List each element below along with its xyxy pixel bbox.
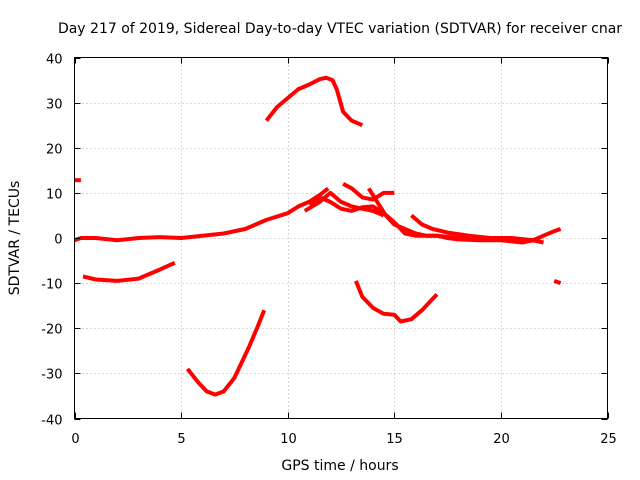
y-tick-label: 30: [46, 98, 63, 113]
y-tick-label: 10: [46, 188, 63, 203]
y-tick-label: 0: [54, 233, 62, 248]
series-line-pass-f: [303, 190, 385, 218]
x-tick-label: 0: [71, 432, 79, 447]
y-tick-label: -30: [41, 368, 62, 383]
x-tick-label: 25: [600, 432, 617, 447]
y-tick-label: -10: [41, 278, 62, 293]
ticks: 0 5 10 15 20 25 -40 -30 -20 -10 0 10 20 30 40: [41, 53, 617, 448]
x-axis-title: GPS time / hours: [281, 458, 398, 474]
series-line-pass-b: [73, 186, 330, 243]
y-tick-label: -20: [41, 323, 62, 338]
series-line-pass-e: [264, 75, 364, 128]
series-line-pass-k: [354, 280, 439, 324]
grid: [74, 57, 608, 419]
y-axis-title: SDTVAR / TECUs: [7, 181, 23, 296]
x-tick-label: 5: [177, 432, 185, 447]
series-line-pass-d: [185, 309, 267, 397]
series-line-pass-j: [410, 213, 544, 245]
series-line-pass-i: [342, 182, 395, 202]
chart-title: Day 217 of 2019, Sidereal Day-to-day VTE…: [58, 21, 622, 37]
series-group: [73, 75, 562, 397]
y-tick-label: 20: [46, 143, 63, 158]
x-tick-label: 15: [386, 432, 403, 447]
y-tick-label: -40: [41, 414, 62, 429]
x-tick-label: 20: [493, 432, 510, 447]
series-line-pass-l: [553, 279, 562, 285]
series-line-pass-c: [82, 260, 176, 283]
y-tick-label: 40: [46, 53, 63, 68]
x-tick-label: 10: [280, 432, 297, 447]
series-line-pass-h: [367, 187, 480, 243]
